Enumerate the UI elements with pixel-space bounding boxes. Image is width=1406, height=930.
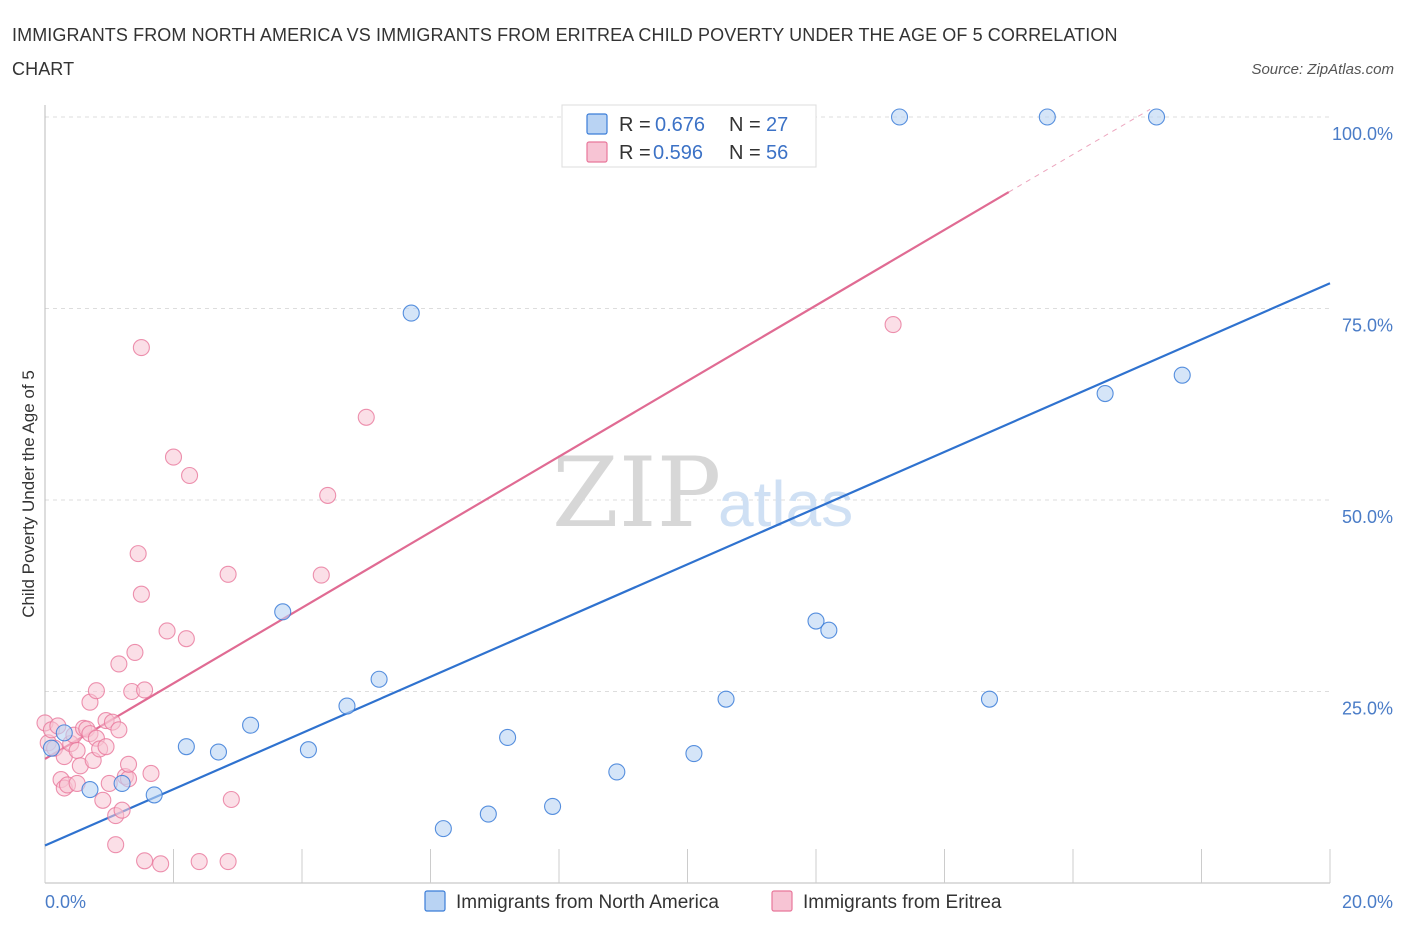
legend-swatch-blue xyxy=(586,113,608,135)
legend-r-value-blue: 0.676 xyxy=(655,114,705,136)
watermark-zip: ZIP xyxy=(552,437,721,549)
point-north-america-2 xyxy=(81,780,99,799)
y-tick-label-3: 25.0% xyxy=(1342,699,1393,719)
series-legend-swatch-north-america xyxy=(424,890,446,912)
chart-title: IMMIGRANTS FROM NORTH AMERICA VS IMMIGRA… xyxy=(12,25,1118,79)
legend-r-value-pink: 0.596 xyxy=(653,142,703,164)
legend-r-label-pink: R = xyxy=(619,142,651,164)
point-eritrea-36 xyxy=(126,643,144,661)
point-eritrea-29 xyxy=(110,721,128,739)
trend-line-eritrea xyxy=(44,191,1010,760)
point-eritrea-28 xyxy=(107,836,125,854)
point-north-america-14 xyxy=(479,805,497,823)
point-north-america-22 xyxy=(890,108,909,126)
point-eritrea-42 xyxy=(142,764,160,783)
point-north-america-21 xyxy=(820,621,838,639)
point-eritrea-20 xyxy=(87,682,105,700)
x-tick-label-0: 0.0% xyxy=(45,892,86,912)
point-north-america-7 xyxy=(242,716,260,734)
point-north-america-20 xyxy=(807,612,825,630)
point-eritrea-50 xyxy=(219,853,237,871)
y-tick-label-1: 75.0% xyxy=(1342,316,1393,336)
point-eritrea-38 xyxy=(132,585,150,603)
point-eritrea-11 xyxy=(68,741,86,760)
y-tick-label-2: 50.0% xyxy=(1342,507,1393,527)
legend-n-label-pink: N = xyxy=(729,142,761,164)
point-eritrea-40 xyxy=(132,339,150,357)
point-north-america-11 xyxy=(370,670,388,688)
trend-line-north-america xyxy=(44,282,1331,847)
point-eritrea-46 xyxy=(177,630,195,648)
point-north-america-15 xyxy=(499,728,517,747)
data-points xyxy=(36,108,1191,873)
point-north-america-23 xyxy=(980,690,999,708)
grid-lines xyxy=(45,116,1330,692)
source-credit: Source: ZipAtlas.com xyxy=(1251,61,1394,78)
series-legend-label-eritrea: Immigrants from Eritrea xyxy=(803,892,1002,913)
point-eritrea-41 xyxy=(136,852,154,870)
point-north-america-6 xyxy=(209,743,228,761)
point-north-america-9 xyxy=(299,741,317,759)
point-eritrea-43 xyxy=(152,855,170,873)
legend-n-value-blue: 27 xyxy=(766,114,788,136)
x-tick-labels: 0.0% 20.0% xyxy=(45,892,1393,912)
point-eritrea-47 xyxy=(181,466,199,485)
point-eritrea-52 xyxy=(312,566,330,584)
point-north-america-26 xyxy=(1147,108,1166,126)
trend-lines xyxy=(44,108,1331,847)
point-eritrea-31 xyxy=(113,801,131,819)
point-eritrea-34 xyxy=(119,755,138,773)
point-north-america-19 xyxy=(717,690,735,708)
point-eritrea-55 xyxy=(884,316,902,334)
axes xyxy=(44,105,1331,884)
point-north-america-12 xyxy=(402,304,420,322)
point-eritrea-53 xyxy=(319,486,337,504)
point-north-america-16 xyxy=(544,797,562,815)
point-eritrea-54 xyxy=(357,408,375,426)
point-eritrea-45 xyxy=(164,448,183,466)
y-tick-labels: 100.0% 75.0% 50.0% 25.0% xyxy=(1332,124,1393,719)
point-north-america-10 xyxy=(338,697,356,715)
x-tick-label-1: 20.0% xyxy=(1342,892,1393,912)
point-north-america-27 xyxy=(1173,366,1191,384)
point-eritrea-51 xyxy=(222,790,240,809)
watermark-atlas: atlas xyxy=(718,468,853,540)
point-north-america-4 xyxy=(145,786,163,804)
legend-n-label-blue: N = xyxy=(729,114,761,136)
point-eritrea-22 xyxy=(94,791,112,809)
series-legend-swatch-eritrea xyxy=(771,890,793,912)
legend-swatch-pink xyxy=(586,141,608,163)
watermark: ZIP atlas xyxy=(552,437,853,549)
point-north-america-25 xyxy=(1096,384,1114,403)
series-legend-label-north-america: Immigrants from North America xyxy=(456,892,719,913)
point-north-america-13 xyxy=(434,820,452,838)
point-eritrea-39 xyxy=(136,681,154,699)
point-north-america-18 xyxy=(685,744,703,763)
point-eritrea-48 xyxy=(190,853,208,871)
trend-line-eritrea-extension xyxy=(1008,108,1151,193)
point-north-america-8 xyxy=(274,603,292,621)
point-north-america-0 xyxy=(42,739,60,757)
point-eritrea-44 xyxy=(158,622,176,640)
point-eritrea-37 xyxy=(129,545,147,563)
point-north-america-3 xyxy=(113,774,131,792)
point-north-america-24 xyxy=(1038,108,1056,126)
y-axis-label: Child Poverty Under the Age of 5 xyxy=(19,370,38,618)
point-north-america-1 xyxy=(55,724,73,742)
correlation-legend: R = 0.676 N = 27 R = 0.596 N = 56 xyxy=(561,104,817,168)
point-eritrea-30 xyxy=(110,655,128,673)
legend-r-label-blue: R = xyxy=(619,114,651,136)
point-north-america-17 xyxy=(608,763,626,781)
point-eritrea-49 xyxy=(219,565,237,583)
y-tick-label-0: 100.0% xyxy=(1332,124,1393,144)
series-legend: Immigrants from North America Immigrants… xyxy=(424,890,1002,913)
point-eritrea-23 xyxy=(97,738,115,756)
point-north-america-5 xyxy=(177,738,195,756)
legend-n-value-pink: 56 xyxy=(766,142,788,164)
